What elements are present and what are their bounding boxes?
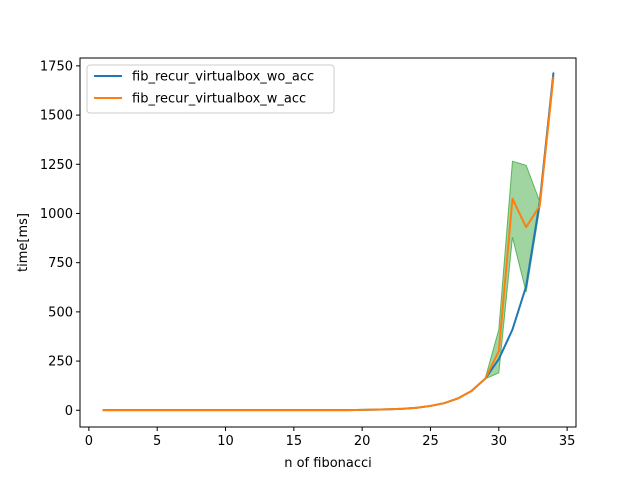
y-tick-label: 1750 <box>40 59 73 74</box>
axes-frame <box>79 57 577 428</box>
x-tick-label: 20 <box>354 434 371 449</box>
series-line-1 <box>102 76 555 412</box>
legend: fib_recur_virtualbox_wo_acc fib_recur_vi… <box>86 64 335 114</box>
x-tick-label: 30 <box>491 434 508 449</box>
y-tick-label: 1000 <box>40 207 73 222</box>
x-tick-label: 5 <box>153 434 161 449</box>
y-tick-label: 750 <box>48 256 73 271</box>
legend-box <box>86 64 335 114</box>
x-tick-label: 35 <box>559 434 576 449</box>
x-tick-label: 0 <box>85 434 93 449</box>
x-axis-label: n of fibonacci <box>284 456 372 471</box>
x-tick-label: 10 <box>217 434 234 449</box>
legend-label-w-acc: fib_recur_virtualbox_w_acc <box>132 92 306 107</box>
plot-area <box>102 71 555 412</box>
axis-ticks: 0 5 10 15 20 25 30 35 0 250 500 750 1000 1250 1500 1750 <box>40 59 575 449</box>
x-tick-label: 25 <box>422 434 439 449</box>
legend-label-wo-acc: fib_recur_virtualbox_wo_acc <box>132 70 314 85</box>
y-tick-label: 250 <box>48 355 73 370</box>
y-tick-label: 0 <box>65 404 73 419</box>
y-tick-label: 500 <box>48 305 73 320</box>
x-tick-label: 15 <box>286 434 303 449</box>
y-tick-label: 1500 <box>40 109 73 124</box>
y-tick-label: 1250 <box>40 158 73 173</box>
y-axis-label: time[ms] <box>16 213 31 272</box>
